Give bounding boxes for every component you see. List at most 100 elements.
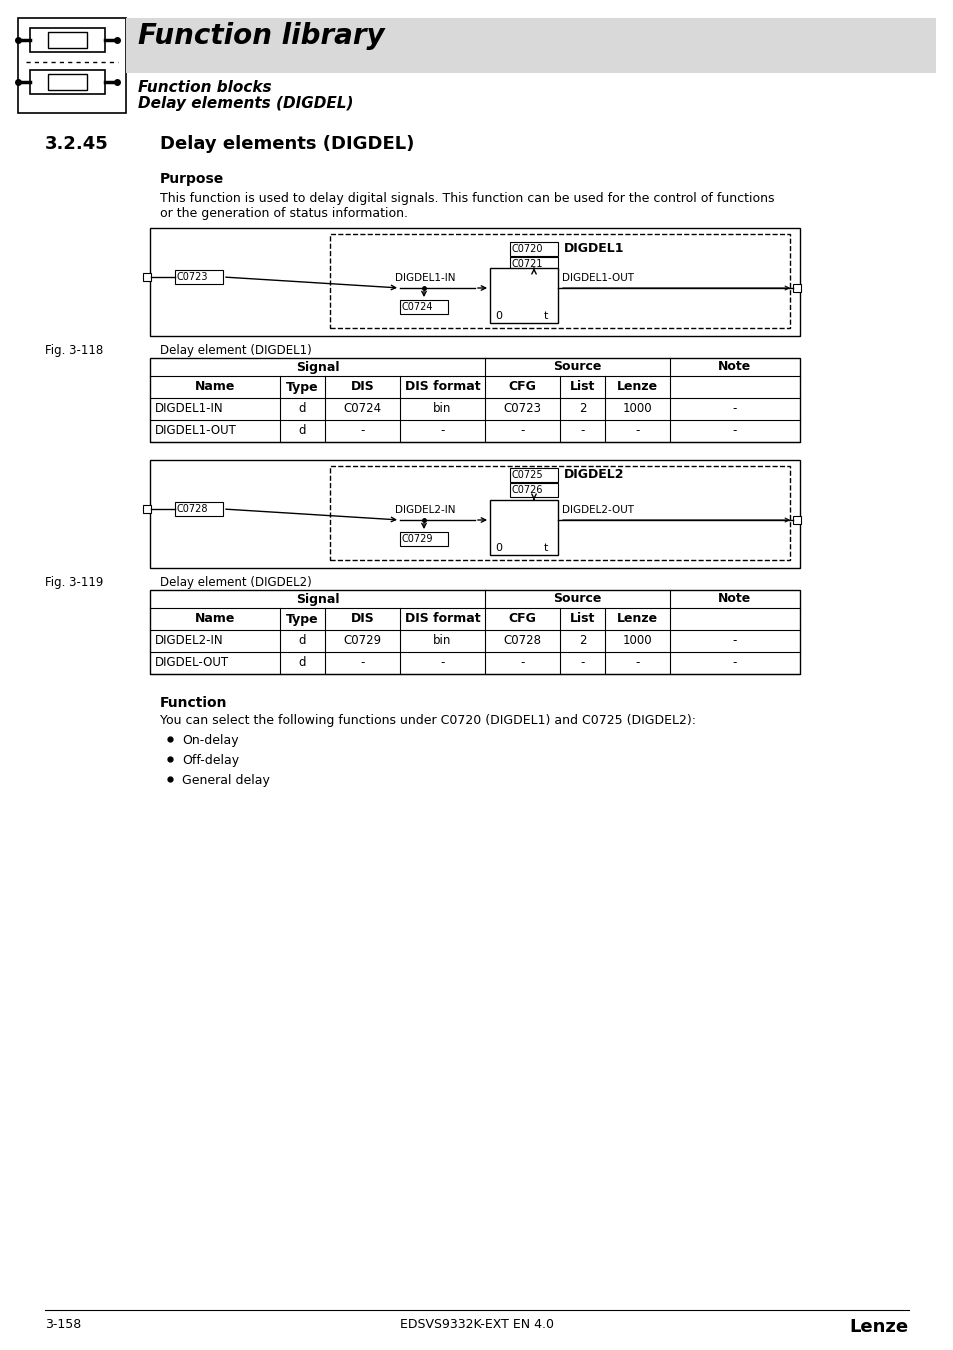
Text: Purpose: Purpose	[160, 171, 224, 186]
Text: -: -	[519, 656, 524, 670]
Text: -: -	[360, 656, 364, 670]
Bar	[490, 500, 558, 555]
Text: Name: Name	[194, 613, 235, 625]
Text: -: -	[635, 656, 639, 670]
Bar	[150, 460, 800, 568]
Text: Type: Type	[286, 613, 318, 625]
Text: C0725: C0725	[512, 470, 543, 481]
Bar	[30, 28, 105, 53]
Text: DIS: DIS	[351, 381, 374, 393]
Text: Delay element (DIGDEL1): Delay element (DIGDEL1)	[160, 344, 312, 356]
Text: DIGDEL1-OUT: DIGDEL1-OUT	[154, 424, 236, 437]
Text: Delay elements (DIGDEL): Delay elements (DIGDEL)	[160, 135, 414, 153]
Text: d: d	[298, 634, 306, 648]
Text: Type: Type	[286, 381, 318, 393]
Bar	[30, 70, 105, 95]
Bar	[510, 256, 558, 271]
Bar	[792, 516, 801, 524]
Text: t: t	[543, 543, 548, 554]
Text: C0728: C0728	[177, 504, 209, 514]
Bar	[330, 234, 789, 328]
Text: C0724: C0724	[401, 302, 433, 312]
Text: Delay element (DIGDEL2): Delay element (DIGDEL2)	[160, 576, 312, 589]
Bar	[48, 32, 87, 49]
Bar	[330, 466, 789, 560]
Bar	[150, 590, 800, 674]
Bar	[18, 18, 126, 113]
Text: -: -	[360, 424, 364, 437]
Text: C0729: C0729	[401, 535, 433, 544]
Text: -: -	[579, 656, 584, 670]
Text: DIGDEL-OUT: DIGDEL-OUT	[154, 656, 229, 670]
Text: General delay: General delay	[182, 774, 270, 787]
Text: Function blocks: Function blocks	[138, 80, 272, 94]
Text: d: d	[298, 424, 306, 437]
Text: DIGDEL1-IN: DIGDEL1-IN	[154, 402, 223, 416]
Text: -: -	[635, 424, 639, 437]
Text: On-delay: On-delay	[182, 734, 238, 747]
Text: Off-delay: Off-delay	[182, 755, 239, 767]
Text: C0723: C0723	[503, 402, 541, 416]
Text: -: -	[732, 634, 737, 648]
Text: -: -	[732, 656, 737, 670]
Bar	[399, 532, 448, 545]
Text: Delay elements (DIGDEL): Delay elements (DIGDEL)	[138, 96, 354, 111]
Text: List: List	[569, 381, 595, 393]
Text: Fig. 3-119: Fig. 3-119	[45, 576, 103, 589]
Text: C0729: C0729	[343, 634, 381, 648]
Bar	[174, 502, 223, 516]
Text: Note: Note	[718, 360, 751, 374]
Text: You can select the following functions under C0720 (DIGDEL1) and C0725 (DIGDEL2): You can select the following functions u…	[160, 714, 696, 728]
Bar	[792, 284, 801, 292]
Text: Fig. 3-118: Fig. 3-118	[45, 344, 103, 356]
Text: List: List	[569, 613, 595, 625]
Text: This function is used to delay digital signals. This function can be used for th: This function is used to delay digital s…	[160, 192, 774, 205]
Text: -: -	[732, 402, 737, 416]
Text: DIGDEL2-IN: DIGDEL2-IN	[154, 634, 223, 648]
Text: 1000: 1000	[622, 634, 652, 648]
Text: DIGDEL2-IN: DIGDEL2-IN	[395, 505, 455, 514]
Text: DIGDEL1-OUT: DIGDEL1-OUT	[561, 273, 634, 284]
Bar	[143, 273, 151, 281]
Text: 3-158: 3-158	[45, 1318, 81, 1331]
Text: C0724: C0724	[343, 402, 381, 416]
Text: Lenze: Lenze	[849, 1318, 908, 1336]
Text: C0726: C0726	[512, 485, 543, 495]
Text: -: -	[440, 656, 444, 670]
Text: or the generation of status information.: or the generation of status information.	[160, 207, 408, 220]
Text: -: -	[519, 424, 524, 437]
Text: Note: Note	[718, 593, 751, 606]
Bar	[510, 483, 558, 497]
Text: -: -	[440, 424, 444, 437]
Text: EDSVS9332K-EXT EN 4.0: EDSVS9332K-EXT EN 4.0	[399, 1318, 554, 1331]
Text: Source: Source	[553, 360, 601, 374]
Text: DIGDEL2: DIGDEL2	[563, 468, 624, 481]
Bar	[150, 228, 800, 336]
Bar	[510, 242, 558, 256]
Text: t: t	[543, 310, 548, 321]
Bar	[150, 358, 800, 441]
Bar	[48, 74, 87, 90]
Text: C0720: C0720	[512, 244, 543, 254]
Text: Lenze: Lenze	[617, 613, 658, 625]
Text: bin: bin	[433, 402, 451, 416]
Bar	[143, 505, 151, 513]
Text: Signal: Signal	[295, 360, 339, 374]
Text: -: -	[732, 424, 737, 437]
Text: Source: Source	[553, 593, 601, 606]
Text: C0723: C0723	[177, 271, 209, 282]
Bar	[399, 300, 448, 315]
Text: C0728: C0728	[503, 634, 541, 648]
Text: DIS: DIS	[351, 613, 374, 625]
Text: Signal: Signal	[295, 593, 339, 606]
Text: 0: 0	[495, 543, 501, 554]
Text: bin: bin	[433, 634, 451, 648]
Text: Lenze: Lenze	[617, 381, 658, 393]
Text: -: -	[579, 424, 584, 437]
Bar	[126, 18, 935, 73]
Text: DIS format: DIS format	[404, 613, 479, 625]
Text: d: d	[298, 656, 306, 670]
Text: 2: 2	[578, 402, 586, 416]
Text: DIGDEL2-OUT: DIGDEL2-OUT	[561, 505, 634, 514]
Text: CFG: CFG	[508, 613, 536, 625]
